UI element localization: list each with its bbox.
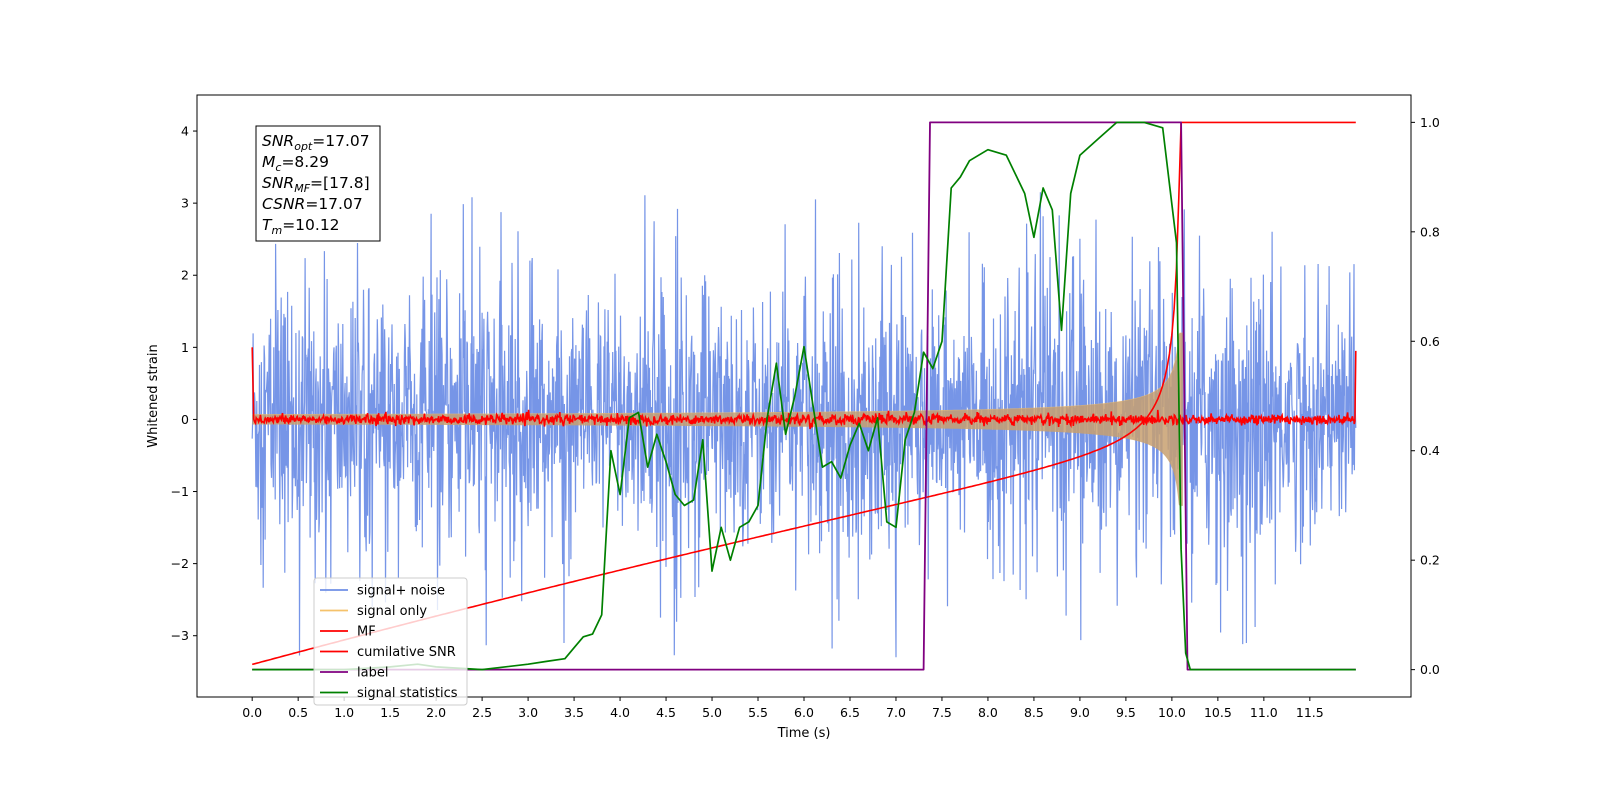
info-line: CSNR=17.07 xyxy=(262,195,363,213)
x-tick-label: 3.5 xyxy=(564,705,584,720)
x-tick-label: 5.5 xyxy=(748,705,768,720)
y2-tick-label: 0.2 xyxy=(1420,553,1440,568)
y-tick-label: −3 xyxy=(171,628,189,643)
x-axis-label: Time (s) xyxy=(777,726,831,741)
x-tick-label: 11.5 xyxy=(1296,705,1324,720)
y2-tick-label: 0.4 xyxy=(1420,443,1440,458)
legend-label: signal+ noise xyxy=(357,584,445,599)
y2-tick-label: 0.6 xyxy=(1420,334,1440,349)
x-tick-label: 4.5 xyxy=(656,705,676,720)
x-tick-label: 10.0 xyxy=(1158,705,1186,720)
x-tick-label: 1.0 xyxy=(334,705,354,720)
x-tick-label: 4.0 xyxy=(610,705,630,720)
x-tick-label: 8.0 xyxy=(978,705,998,720)
series-mf xyxy=(251,347,1357,430)
x-tick-label: 6.0 xyxy=(794,705,814,720)
info-box: SNRopt=17.07Mc=8.29SNRMF=[17.8]CSNR=17.0… xyxy=(255,125,381,242)
x-tick-label: 7.5 xyxy=(932,705,952,720)
y-tick-label: 1 xyxy=(181,340,189,355)
x-tick-label: 1.5 xyxy=(380,705,400,720)
legend-label: label xyxy=(357,666,388,681)
x-tick-label: 0.0 xyxy=(242,705,262,720)
info-line: SNRopt=17.07 xyxy=(262,132,370,153)
y-tick-label: 3 xyxy=(181,196,189,211)
legend-label: signal statistics xyxy=(357,686,458,701)
legend: signal+ noise signal only MF cumilative SNR… xyxy=(313,577,468,706)
y-tick-label: −2 xyxy=(171,556,189,571)
x-tick-label: 6.5 xyxy=(840,705,860,720)
y-tick-label: 0 xyxy=(181,412,189,427)
series-signal-statistics xyxy=(252,121,1356,671)
x-tick-label: 3.0 xyxy=(518,705,538,720)
x-tick-label: 9.5 xyxy=(1116,705,1136,720)
y2-tick-label: 0.8 xyxy=(1420,224,1440,239)
legend-label: MF xyxy=(357,625,376,640)
x-tick-label: 7.0 xyxy=(886,705,906,720)
y-tick-label: −1 xyxy=(171,484,189,499)
x-tick-label: 8.5 xyxy=(1024,705,1044,720)
y-axis-label: Whitened strain xyxy=(146,344,161,447)
y2-tick-label: 0.0 xyxy=(1420,662,1440,677)
x-tick-label: 5.0 xyxy=(702,705,722,720)
x-tick-label: 10.5 xyxy=(1204,705,1232,720)
x-tick-label: 9.0 xyxy=(1070,705,1090,720)
x-tick-label: 11.0 xyxy=(1250,705,1278,720)
y2-tick-label: 1.0 xyxy=(1420,115,1440,130)
legend-frame xyxy=(313,577,468,706)
info-line: Tm=10.12 xyxy=(262,216,340,237)
x-tick-label: 2.0 xyxy=(426,705,446,720)
axes: 0.0 0.5 1.0 1.5 2.0 2.5 3.0 3.5 4.0 4.5 5.0 5.5 6.0 6… xyxy=(171,115,1440,720)
info-line: Mc=8.29 xyxy=(262,153,329,174)
x-tick-label: 2.5 xyxy=(472,705,492,720)
y-tick-label: 4 xyxy=(181,124,189,139)
legend-label: cumilative SNR xyxy=(357,645,456,660)
legend-label: signal only xyxy=(357,604,427,619)
y-tick-label: 2 xyxy=(181,268,189,283)
plot-area xyxy=(251,121,1357,671)
info-box-frame xyxy=(255,125,381,242)
info-line: SNRMF=[17.8] xyxy=(262,174,370,195)
x-tick-label: 0.5 xyxy=(288,705,308,720)
